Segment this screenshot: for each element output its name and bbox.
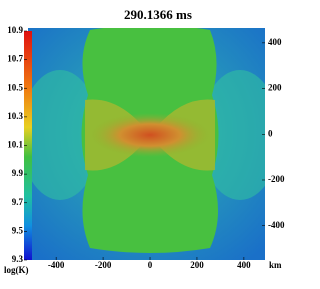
colorbar-tick-label: 10.3 — [7, 111, 23, 121]
colorbar — [24, 31, 32, 260]
y-tick-label: 0 — [268, 128, 273, 138]
colorbar-tick-label: 9.5 — [12, 225, 24, 235]
chart-title: 290.1366 ms — [124, 7, 192, 22]
colorbar-tick-label: 10.7 — [7, 54, 23, 64]
x-tick-label: -400 — [48, 260, 65, 270]
colorbar-label: log(K) — [4, 265, 29, 275]
y-tick-label: 200 — [268, 83, 282, 93]
colorbar-tick-label: 10.5 — [7, 82, 23, 92]
y-tick-label: -200 — [268, 174, 285, 184]
x-tick-label: 200 — [190, 260, 204, 270]
colorbar-tick-label: 10.1 — [7, 140, 23, 150]
x-tick-label: -200 — [95, 260, 112, 270]
chart: 290.1366 ms log(K) km -400 -200 0 200 400 -40… — [4, 7, 285, 275]
colorbar-tick-label: 9.3 — [12, 254, 24, 264]
y-tick-label: 400 — [268, 37, 282, 47]
y-tick-label: -400 — [268, 220, 285, 230]
x-unit: km — [269, 260, 282, 270]
colorbar-tick-label: 9.7 — [12, 197, 24, 207]
colorbar-tick-label: 10.9 — [7, 25, 23, 35]
x-tick-label: 0 — [148, 260, 153, 270]
heatmap-image — [28, 28, 265, 260]
x-tick-label: 400 — [237, 260, 251, 270]
colorbar-tick-label: 9.9 — [12, 168, 24, 178]
